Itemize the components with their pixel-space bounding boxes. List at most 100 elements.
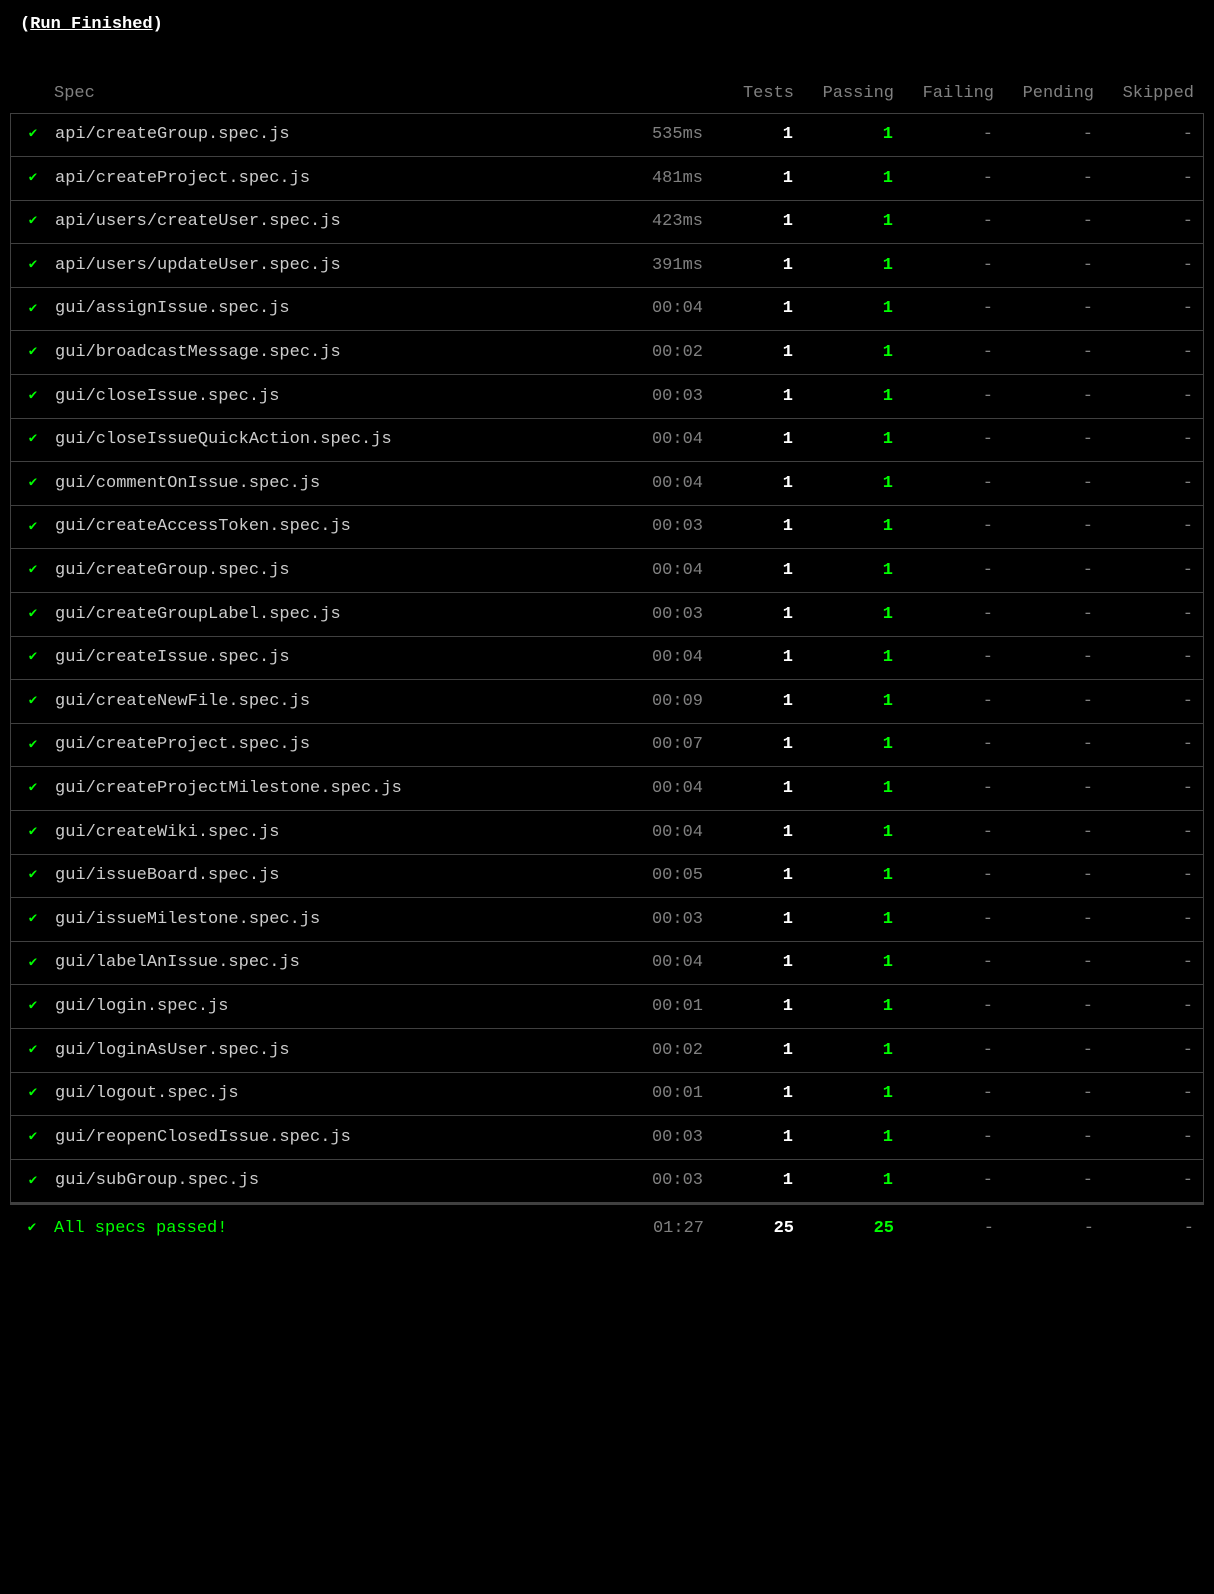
tests-count: 1 <box>713 863 793 889</box>
failing-count: - <box>893 384 993 410</box>
tests-count: 1 <box>713 427 793 453</box>
table-row: ✔gui/subGroup.spec.js00:0311--- <box>10 1159 1204 1204</box>
paren-open: ( <box>20 15 30 34</box>
skipped-count: - <box>1093 1081 1193 1107</box>
header-passing: Passing <box>794 81 894 107</box>
table-row: ✔gui/loginAsUser.spec.js00:0211--- <box>10 1028 1204 1073</box>
failing-count: - <box>893 732 993 758</box>
summary-tests: 25 <box>714 1216 794 1242</box>
failing-count: - <box>893 950 993 976</box>
spec-name: api/users/updateUser.spec.js <box>55 253 623 279</box>
skipped-count: - <box>1093 950 1193 976</box>
spec-name: api/createGroup.spec.js <box>55 122 623 148</box>
check-icon: ✔ <box>11 865 55 886</box>
table-row: ✔gui/closeIssueQuickAction.spec.js00:041… <box>10 418 1204 463</box>
skipped-count: - <box>1093 1038 1193 1064</box>
failing-count: - <box>893 1168 993 1194</box>
failing-count: - <box>893 1038 993 1064</box>
tests-count: 1 <box>713 558 793 584</box>
table-row: ✔api/users/updateUser.spec.js391ms11--- <box>10 243 1204 288</box>
check-icon: ✔ <box>11 517 55 538</box>
failing-count: - <box>893 863 993 889</box>
table-row: ✔gui/createGroupLabel.spec.js00:0311--- <box>10 592 1204 637</box>
pending-count: - <box>993 907 1093 933</box>
skipped-count: - <box>1093 689 1193 715</box>
spec-name: gui/createIssue.spec.js <box>55 645 623 671</box>
tests-count: 1 <box>713 1081 793 1107</box>
spec-name: gui/createNewFile.spec.js <box>55 689 623 715</box>
spec-name: gui/assignIssue.spec.js <box>55 296 623 322</box>
tests-count: 1 <box>713 1038 793 1064</box>
table-row: ✔api/createProject.spec.js481ms11--- <box>10 156 1204 201</box>
passing-count: 1 <box>793 820 893 846</box>
passing-count: 1 <box>793 645 893 671</box>
duration: 00:03 <box>623 384 713 410</box>
tests-count: 1 <box>713 645 793 671</box>
skipped-count: - <box>1093 776 1193 802</box>
check-icon: ✔ <box>11 473 55 494</box>
tests-count: 1 <box>713 732 793 758</box>
failing-count: - <box>893 689 993 715</box>
tests-count: 1 <box>713 253 793 279</box>
duration: 535ms <box>623 122 713 148</box>
check-icon: ✔ <box>11 1127 55 1148</box>
spec-name: gui/createGroup.spec.js <box>55 558 623 584</box>
passing-count: 1 <box>793 209 893 235</box>
table-row: ✔gui/createWiki.spec.js00:0411--- <box>10 810 1204 855</box>
duration: 00:09 <box>623 689 713 715</box>
spec-name: gui/createGroupLabel.spec.js <box>55 602 623 628</box>
check-icon: ✔ <box>11 560 55 581</box>
skipped-count: - <box>1093 253 1193 279</box>
header-tests: Tests <box>714 81 794 107</box>
check-icon: ✔ <box>11 647 55 668</box>
pending-count: - <box>993 166 1093 192</box>
pending-count: - <box>993 471 1093 497</box>
tests-count: 1 <box>713 1125 793 1151</box>
passing-count: 1 <box>793 340 893 366</box>
passing-count: 1 <box>793 384 893 410</box>
passing-count: 1 <box>793 994 893 1020</box>
skipped-count: - <box>1093 296 1193 322</box>
spec-name: gui/login.spec.js <box>55 994 623 1020</box>
duration: 00:01 <box>623 994 713 1020</box>
passing-count: 1 <box>793 253 893 279</box>
table-row: ✔gui/closeIssue.spec.js00:0311--- <box>10 374 1204 419</box>
passing-count: 1 <box>793 863 893 889</box>
table-row: ✔api/createGroup.spec.js535ms11--- <box>10 113 1204 158</box>
pending-count: - <box>993 209 1093 235</box>
summary-row: ✔ All specs passed! 01:27 25 25 - - - <box>10 1203 1204 1251</box>
passing-count: 1 <box>793 907 893 933</box>
skipped-count: - <box>1093 1125 1193 1151</box>
pending-count: - <box>993 602 1093 628</box>
paren-close: ) <box>153 15 163 34</box>
summary-label: All specs passed! <box>54 1216 624 1242</box>
skipped-count: - <box>1093 166 1193 192</box>
table-row: ✔gui/createAccessToken.spec.js00:0311--- <box>10 505 1204 550</box>
tests-count: 1 <box>713 907 793 933</box>
failing-count: - <box>893 558 993 584</box>
skipped-count: - <box>1093 820 1193 846</box>
failing-count: - <box>893 122 993 148</box>
duration: 00:04 <box>623 776 713 802</box>
header-pending: Pending <box>994 81 1094 107</box>
check-icon: ✔ <box>11 299 55 320</box>
tests-count: 1 <box>713 340 793 366</box>
skipped-count: - <box>1093 863 1193 889</box>
spec-name: gui/subGroup.spec.js <box>55 1168 623 1194</box>
tests-count: 1 <box>713 1168 793 1194</box>
tests-count: 1 <box>713 994 793 1020</box>
pending-count: - <box>993 732 1093 758</box>
table-row: ✔gui/commentOnIssue.spec.js00:0411--- <box>10 461 1204 506</box>
passing-count: 1 <box>793 122 893 148</box>
check-icon: ✔ <box>11 1083 55 1104</box>
check-icon: ✔ <box>11 211 55 232</box>
duration: 391ms <box>623 253 713 279</box>
tests-count: 1 <box>713 122 793 148</box>
pending-count: - <box>993 863 1093 889</box>
check-icon: ✔ <box>11 953 55 974</box>
header-failing: Failing <box>894 81 994 107</box>
passing-count: 1 <box>793 1168 893 1194</box>
duration: 00:04 <box>623 471 713 497</box>
failing-count: - <box>893 645 993 671</box>
failing-count: - <box>893 820 993 846</box>
